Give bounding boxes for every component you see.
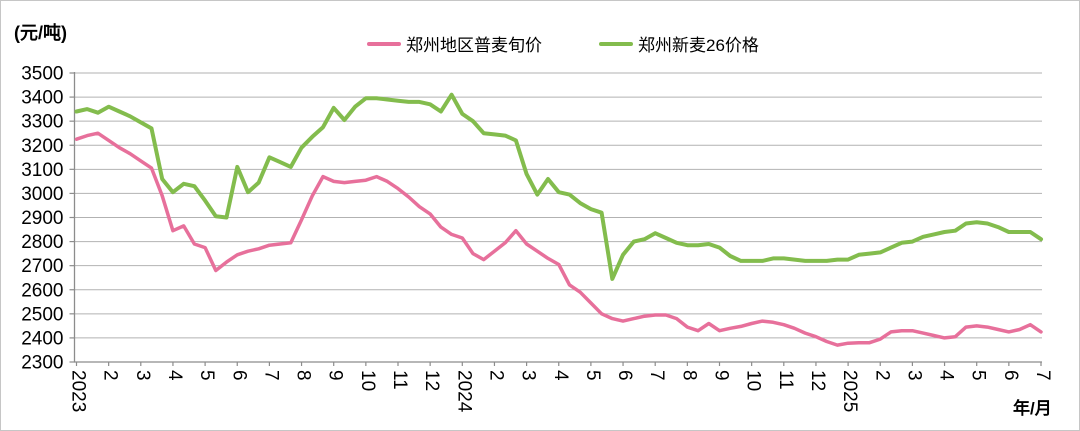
series-line-pumai — [74, 131, 1043, 347]
x-tick-label: 8 — [293, 370, 314, 381]
pink-line-marker — [367, 41, 401, 46]
y-tick-label: 2800 — [21, 232, 63, 253]
x-tick-label: 2 — [485, 370, 506, 381]
x-tick-label: 12 — [421, 370, 442, 391]
y-tick-label: 2700 — [21, 256, 63, 277]
x-tick-label: 6 — [1000, 370, 1021, 381]
x-tick-label: 4 — [550, 370, 571, 381]
x-tick-label: 3 — [132, 370, 153, 381]
x-tick-label: 10 — [743, 370, 764, 391]
x-tick-label: 5 — [968, 370, 989, 381]
x-tick-label: 12 — [807, 370, 828, 391]
y-tick-label: 2300 — [21, 353, 63, 374]
y-tick-label: 2400 — [21, 328, 63, 349]
x-tick-label: 10 — [357, 370, 378, 391]
legend-item-pumai: 郑州地区普麦旬价 — [367, 31, 542, 56]
x-tick-label: 7 — [646, 370, 667, 381]
x-tick-label: 5 — [582, 370, 603, 381]
x-tick-label: 11 — [389, 370, 410, 390]
y-tick-label: 3400 — [21, 88, 63, 109]
y-tick-label: 3500 — [21, 64, 63, 85]
y-tick-label: 3100 — [21, 160, 63, 181]
x-tick-label: 2 — [100, 370, 121, 381]
legend-label-xinmai26: 郑州新麦26价格 — [638, 36, 759, 55]
chart-legend: 郑州地区普麦旬价 郑州新麦26价格 — [367, 31, 759, 56]
x-tick-label: 6 — [228, 370, 249, 381]
x-tick-label: 2024 — [453, 370, 474, 413]
x-tick-label: 3 — [903, 370, 924, 381]
legend-label-pumai: 郑州地区普麦旬价 — [406, 36, 542, 55]
y-tick-label: 3200 — [21, 136, 63, 157]
y-tick-label: 3300 — [21, 112, 63, 133]
x-tick-label: 2 — [871, 370, 892, 381]
y-tick-label: 2500 — [21, 304, 63, 325]
y-tick-label: 3000 — [21, 184, 63, 205]
legend-item-xinmai26: 郑州新麦26价格 — [599, 31, 759, 56]
x-tick-label: 3 — [518, 370, 539, 381]
x-tick-label: 5 — [196, 370, 217, 381]
x-tick-label: 4 — [164, 370, 185, 381]
series-line-xinmai26 — [74, 92, 1043, 281]
y-tick-label: 2900 — [21, 208, 63, 229]
x-tick-label: 9 — [711, 370, 732, 381]
x-tick-label: 7 — [1032, 370, 1053, 381]
x-tick-label: 4 — [936, 370, 957, 381]
x-tick-label: 6 — [614, 370, 635, 381]
x-tick-label: 11 — [775, 370, 796, 390]
x-tick-label: 9 — [325, 370, 346, 381]
x-axis-unit-label: 年/月 — [1013, 399, 1052, 418]
green-line-marker — [599, 41, 633, 46]
y-axis-unit-label: (元/吨) — [14, 23, 67, 43]
x-tick-label: 2025 — [839, 370, 860, 412]
y-tick-label: 2600 — [21, 280, 63, 301]
x-tick-label: 8 — [678, 370, 699, 381]
x-tick-label: 2023 — [68, 370, 89, 412]
x-tick-label: 7 — [260, 370, 281, 381]
